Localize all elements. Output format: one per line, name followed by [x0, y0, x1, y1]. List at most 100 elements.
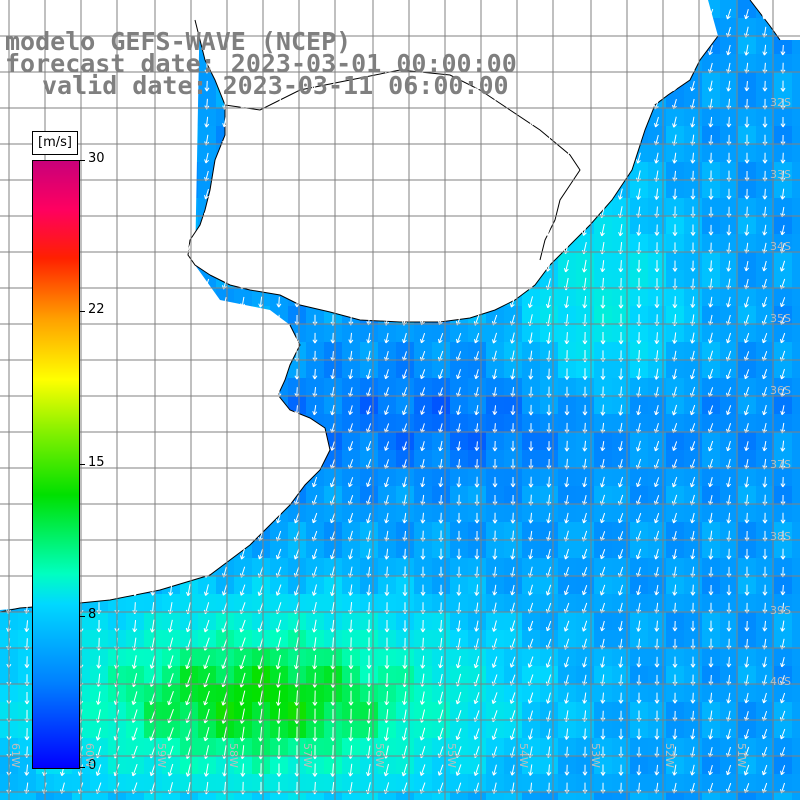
wind-speed-cell — [792, 216, 800, 234]
wind-speed-cell — [576, 450, 594, 468]
wind-speed-cell — [576, 234, 594, 252]
wind-speed-cell — [216, 702, 234, 720]
wind-speed-cell — [486, 684, 504, 702]
wind-speed-cell — [720, 414, 738, 432]
wind-speed-cell — [486, 612, 504, 630]
wind-speed-cell — [522, 540, 540, 558]
wind-speed-cell — [702, 702, 720, 720]
wind-speed-cell — [738, 306, 756, 324]
wind-speed-cell — [162, 666, 180, 684]
wind-arrow — [59, 44, 66, 56]
wind-arrow — [168, 62, 174, 74]
wind-speed-cell — [522, 738, 540, 756]
wind-arrow — [132, 8, 138, 20]
wind-speed-cell — [630, 180, 648, 198]
wind-speed-cell — [414, 450, 432, 468]
wind-speed-cell — [378, 720, 396, 738]
wind-speed-cell — [702, 414, 720, 432]
wind-speed-cell — [738, 288, 756, 306]
wind-speed-cell — [414, 774, 432, 792]
wind-arrow — [257, 116, 264, 128]
wind-speed-cell — [180, 630, 198, 648]
wind-speed-cell — [306, 504, 324, 522]
legend-tick-label: 8 — [88, 607, 97, 622]
wind-speed-cell — [198, 594, 216, 612]
wind-speed-cell — [576, 558, 594, 576]
wind-speed-cell — [792, 630, 800, 648]
wind-speed-cell — [324, 774, 342, 792]
wind-speed-cell — [594, 558, 612, 576]
wind-speed-cell — [648, 774, 666, 792]
wind-speed-cell — [738, 270, 756, 288]
wind-speed-cell — [234, 612, 252, 630]
wind-arrow — [492, 62, 498, 74]
wind-speed-cell — [216, 630, 234, 648]
wind-arrow — [744, 44, 750, 56]
wind-arrow — [96, 116, 102, 128]
wind-speed-cell — [774, 648, 792, 666]
wind-speed-cell — [288, 576, 306, 594]
wind-speed-cell — [792, 540, 800, 558]
wind-speed-cell — [414, 432, 432, 450]
wind-speed-cell — [576, 270, 594, 288]
wind-speed-cell — [738, 756, 756, 774]
wind-speed-cell — [324, 342, 342, 360]
wind-arrow — [456, 116, 462, 128]
wind-speed-cell — [486, 378, 504, 396]
wind-speed-cell — [558, 630, 576, 648]
wind-speed-cell — [738, 738, 756, 756]
wind-arrow — [510, 44, 516, 56]
wind-speed-cell — [774, 324, 792, 342]
wind-speed-cell — [522, 594, 540, 612]
wind-speed-cell — [720, 504, 738, 522]
wind-speed-cell — [756, 630, 774, 648]
wind-speed-cell — [720, 252, 738, 270]
wind-arrow — [330, 81, 336, 92]
wind-speed-cell — [90, 774, 108, 792]
wind-speed-cell — [702, 288, 720, 306]
wind-speed-cell — [666, 360, 684, 378]
wind-arrow — [438, 8, 443, 20]
wind-speed-cell — [648, 360, 666, 378]
wind-speed-cell — [774, 198, 792, 216]
wind-speed-cell — [252, 594, 270, 612]
wind-speed-cell — [144, 720, 162, 738]
wind-speed-cell — [234, 648, 252, 666]
wind-speed-cell — [378, 504, 396, 522]
wind-speed-cell — [162, 630, 180, 648]
wind-speed-cell — [162, 756, 180, 774]
wind-speed-cell — [702, 378, 720, 396]
wind-speed-cell — [558, 666, 576, 684]
wind-speed-cell — [666, 108, 684, 126]
wind-speed-cell — [666, 342, 684, 360]
wind-speed-cell — [342, 468, 360, 486]
wind-arrow — [23, 80, 30, 92]
wind-speed-cell — [414, 756, 432, 774]
wind-arrow — [59, 9, 66, 20]
wind-speed-cell — [756, 432, 774, 450]
wind-speed-cell — [324, 504, 342, 522]
wind-speed-cell — [648, 342, 666, 360]
wind-speed-cell — [486, 324, 504, 342]
wind-speed-cell — [720, 90, 738, 108]
legend-tick-label: 30 — [88, 151, 105, 166]
wind-speed-cell — [270, 648, 288, 666]
wind-speed-cell — [594, 522, 612, 540]
lon-label: 56W — [373, 743, 386, 768]
wind-speed-cell — [324, 612, 342, 630]
wind-speed-cell — [576, 594, 594, 612]
wind-arrow — [311, 80, 318, 92]
wind-speed-cell — [684, 324, 702, 342]
wind-speed-cell — [558, 594, 576, 612]
wind-speed-cell — [684, 486, 702, 504]
wind-speed-cell — [648, 144, 666, 162]
wind-speed-cell — [450, 720, 468, 738]
wind-speed-cell — [234, 792, 252, 800]
wind-speed-cell — [702, 774, 720, 792]
wind-speed-cell — [720, 396, 738, 414]
wind-speed-cell — [522, 324, 540, 342]
wind-speed-cell — [522, 756, 540, 774]
wind-arrow — [474, 44, 480, 56]
wind-speed-cell — [234, 666, 252, 684]
wind-speed-cell — [756, 774, 774, 792]
